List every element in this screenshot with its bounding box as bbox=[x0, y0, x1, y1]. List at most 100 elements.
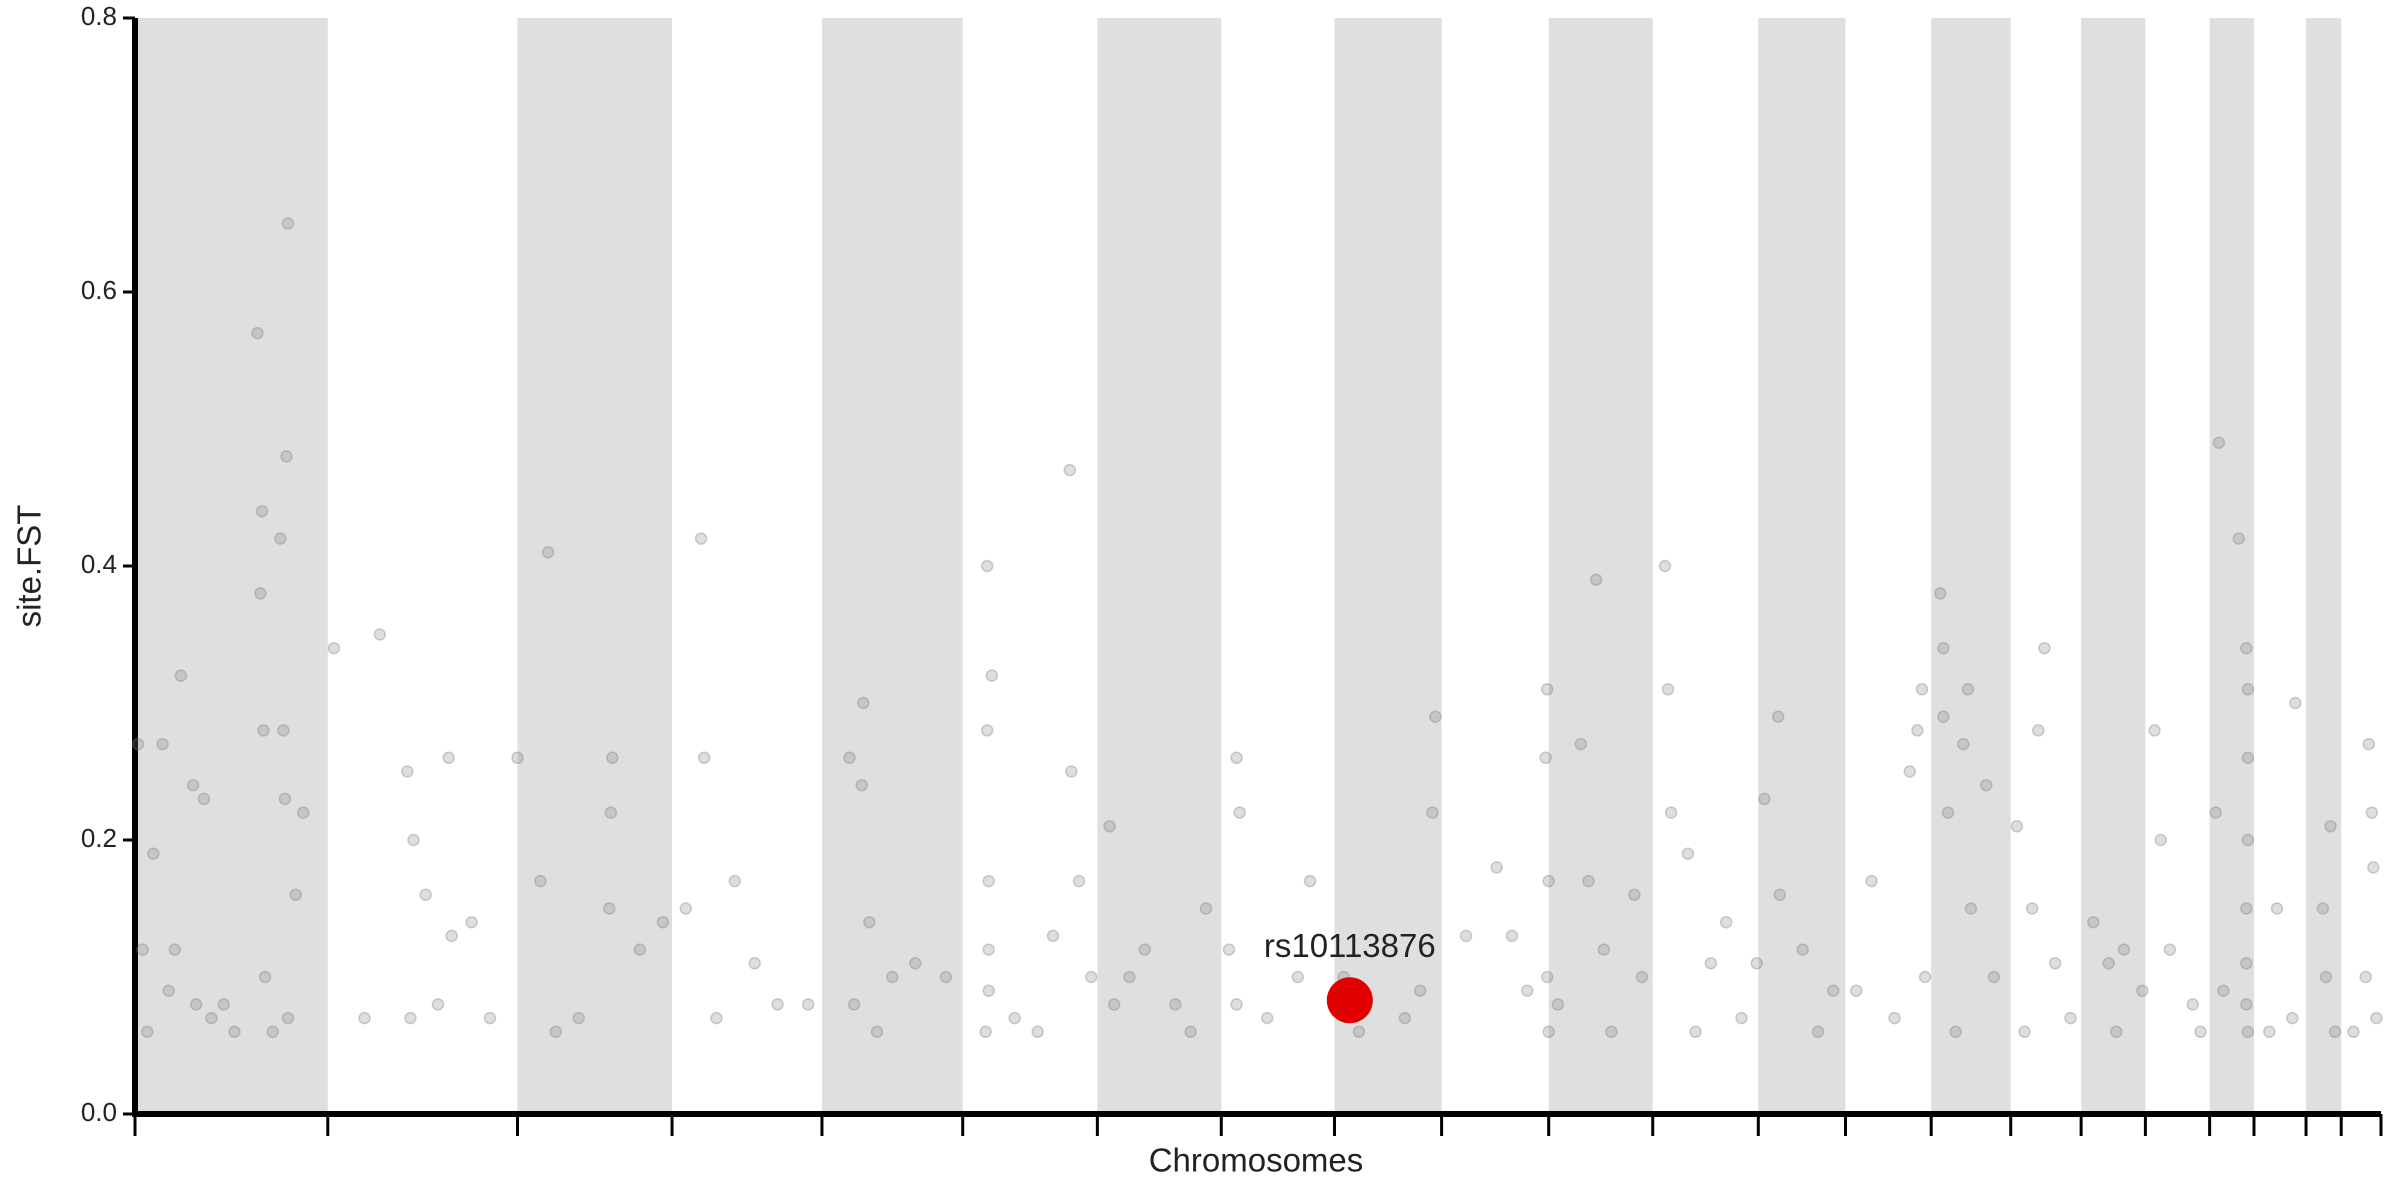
point bbox=[1918, 970, 1932, 984]
point bbox=[442, 751, 455, 765]
point bbox=[694, 532, 708, 545]
point bbox=[679, 902, 693, 915]
point bbox=[572, 1011, 585, 1025]
point bbox=[1658, 559, 1672, 573]
point bbox=[2359, 970, 2372, 984]
point bbox=[174, 669, 188, 682]
point bbox=[1719, 915, 1733, 929]
point bbox=[2241, 833, 2255, 847]
point bbox=[1063, 463, 1077, 477]
point bbox=[1542, 1025, 1555, 1039]
point bbox=[1103, 820, 1116, 833]
point bbox=[886, 970, 899, 984]
point bbox=[2240, 998, 2253, 1011]
point bbox=[228, 1025, 241, 1039]
point bbox=[483, 1011, 497, 1025]
point bbox=[297, 806, 310, 819]
point bbox=[2370, 1011, 2383, 1025]
point bbox=[1597, 943, 1611, 956]
chromosome-band bbox=[821, 18, 963, 1114]
point bbox=[1605, 1025, 1618, 1039]
x-axis-label: Chromosomes bbox=[1149, 1142, 1364, 1179]
point bbox=[1664, 806, 1678, 819]
point bbox=[1987, 970, 2001, 984]
point bbox=[280, 450, 293, 463]
point bbox=[1072, 874, 1086, 888]
point bbox=[843, 751, 856, 765]
point bbox=[863, 915, 876, 929]
y-tick-label: 0.2 bbox=[81, 823, 117, 853]
point bbox=[1941, 806, 1955, 819]
point bbox=[419, 888, 432, 902]
point bbox=[2365, 806, 2379, 819]
point bbox=[2362, 737, 2376, 751]
point bbox=[1980, 778, 1993, 792]
point bbox=[801, 998, 815, 1011]
point bbox=[1260, 1011, 1274, 1025]
point bbox=[1046, 929, 1060, 943]
point bbox=[358, 1011, 371, 1025]
chromosome-band bbox=[2209, 18, 2255, 1114]
point bbox=[2194, 1025, 2207, 1039]
point bbox=[1915, 683, 1929, 696]
point bbox=[1521, 984, 1534, 997]
point bbox=[2232, 532, 2245, 545]
point bbox=[1589, 573, 1603, 586]
point bbox=[982, 874, 995, 888]
point bbox=[1230, 998, 1243, 1011]
point bbox=[2010, 820, 2024, 833]
chromosome-band bbox=[517, 18, 673, 1114]
point bbox=[1796, 943, 1809, 956]
point bbox=[2154, 833, 2167, 847]
point bbox=[1827, 984, 1840, 997]
point bbox=[2038, 641, 2051, 655]
point bbox=[136, 943, 149, 956]
point bbox=[2209, 806, 2223, 819]
point bbox=[1735, 1011, 1748, 1025]
point bbox=[431, 998, 445, 1011]
chromosome-band bbox=[1334, 18, 1442, 1114]
point bbox=[2240, 641, 2253, 655]
point bbox=[857, 696, 870, 710]
point bbox=[1505, 929, 1519, 943]
point bbox=[2347, 1025, 2360, 1039]
chromosome-band bbox=[1758, 18, 1846, 1114]
chromosome-band bbox=[2306, 18, 2342, 1114]
point bbox=[1065, 765, 1078, 778]
point bbox=[1490, 861, 1503, 874]
highlight-label: rs10113876 bbox=[1264, 927, 1436, 964]
point bbox=[1758, 792, 1771, 806]
point bbox=[2048, 957, 2062, 970]
point bbox=[1681, 847, 1695, 860]
point bbox=[847, 998, 861, 1011]
point bbox=[1961, 683, 1975, 696]
point bbox=[1303, 874, 1317, 888]
point bbox=[1937, 641, 1950, 655]
point bbox=[1582, 874, 1595, 888]
point bbox=[1413, 984, 1427, 997]
point bbox=[1888, 1011, 1901, 1025]
point bbox=[2263, 1025, 2276, 1039]
chromosome-band bbox=[1097, 18, 1222, 1114]
point bbox=[2316, 902, 2330, 915]
point bbox=[2240, 902, 2253, 915]
point bbox=[728, 874, 741, 888]
point bbox=[979, 1025, 992, 1039]
point bbox=[697, 751, 711, 765]
point bbox=[2148, 724, 2161, 737]
point bbox=[1628, 888, 1641, 902]
point bbox=[2110, 1025, 2123, 1039]
point bbox=[140, 1025, 154, 1039]
point bbox=[2186, 998, 2200, 1011]
point bbox=[373, 628, 387, 641]
point bbox=[982, 943, 995, 956]
point bbox=[1540, 683, 1554, 696]
point bbox=[156, 737, 169, 751]
point bbox=[1689, 1025, 1702, 1039]
point bbox=[2289, 696, 2302, 710]
point bbox=[771, 998, 784, 1011]
point bbox=[2241, 1025, 2255, 1039]
point bbox=[1138, 943, 1152, 956]
